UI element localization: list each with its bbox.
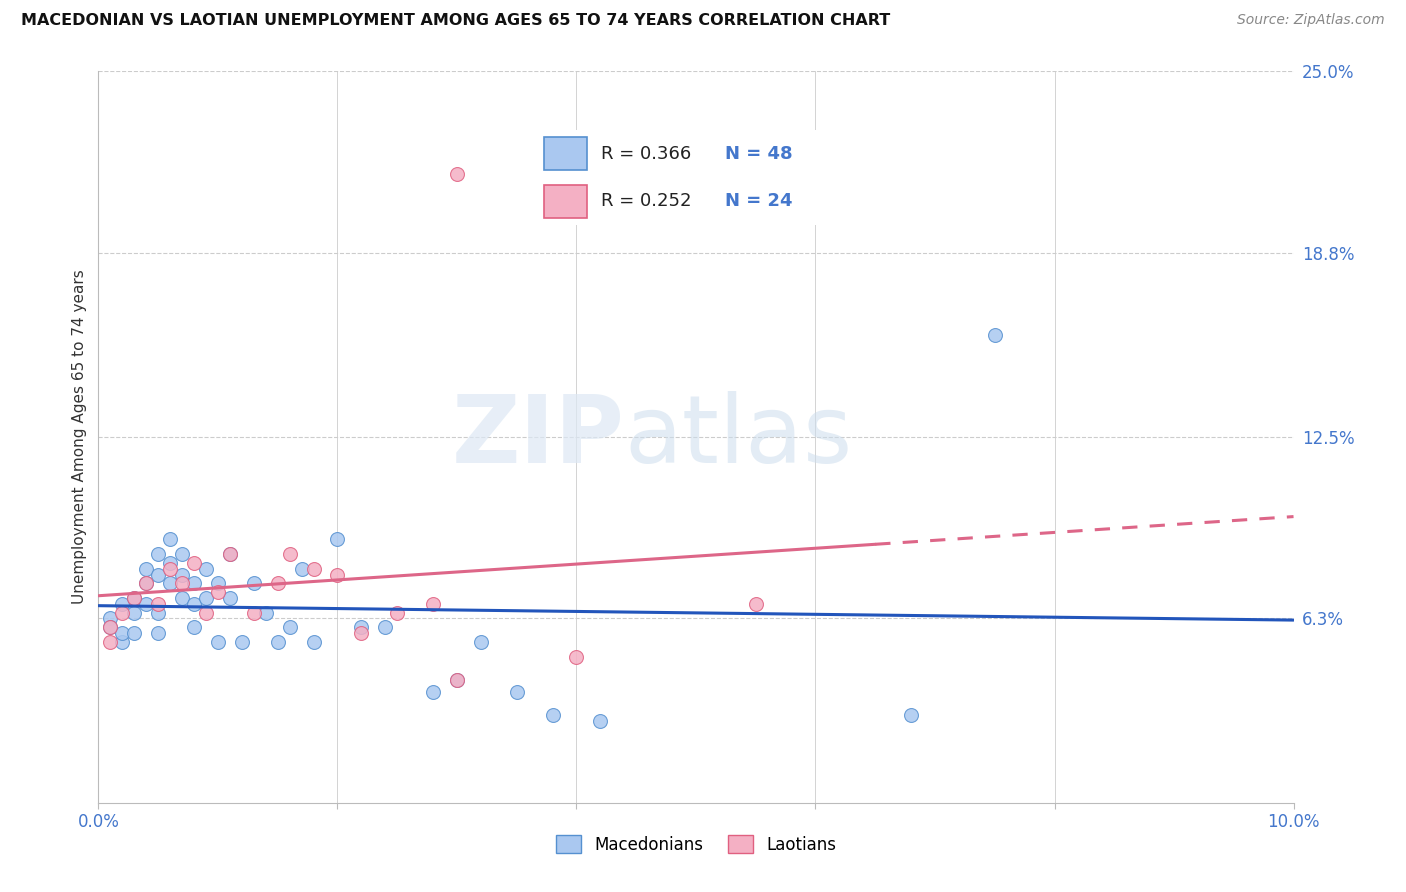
Point <box>278 620 301 634</box>
Point <box>278 547 301 561</box>
Point <box>243 576 266 591</box>
Point <box>159 556 181 570</box>
Point <box>326 533 349 547</box>
Point <box>148 567 170 582</box>
Point <box>243 606 266 620</box>
Legend: Macedonians, Laotians: Macedonians, Laotians <box>548 829 844 860</box>
Point <box>267 576 290 591</box>
Point <box>195 562 218 576</box>
Point <box>98 635 122 649</box>
Point <box>267 635 290 649</box>
Point <box>183 576 205 591</box>
Point <box>219 591 242 605</box>
Y-axis label: Unemployment Among Ages 65 to 74 years: Unemployment Among Ages 65 to 74 years <box>72 269 87 605</box>
Point <box>148 547 170 561</box>
Point <box>231 635 253 649</box>
Point <box>111 606 134 620</box>
Point <box>745 597 768 611</box>
Point <box>159 533 181 547</box>
Point <box>98 620 122 634</box>
Point <box>446 673 468 687</box>
Point <box>219 547 242 561</box>
Point <box>470 635 492 649</box>
Point <box>195 591 218 605</box>
Point <box>385 606 409 620</box>
Point <box>135 562 157 576</box>
Text: Source: ZipAtlas.com: Source: ZipAtlas.com <box>1237 13 1385 28</box>
Point <box>326 567 349 582</box>
Point <box>900 708 922 723</box>
Point <box>148 626 170 640</box>
Point <box>219 547 242 561</box>
Point <box>506 684 529 698</box>
Point <box>172 567 194 582</box>
Point <box>207 576 229 591</box>
Point <box>111 635 134 649</box>
Point <box>159 576 181 591</box>
Point <box>565 649 588 664</box>
Point <box>124 606 146 620</box>
Point <box>195 606 218 620</box>
Point <box>984 327 1007 342</box>
Point <box>172 576 194 591</box>
Point <box>350 626 373 640</box>
Point <box>172 547 194 561</box>
Text: ZIP: ZIP <box>451 391 624 483</box>
Point <box>350 620 373 634</box>
Point <box>541 708 564 723</box>
Point <box>207 585 229 599</box>
Point <box>98 620 122 634</box>
Text: MACEDONIAN VS LAOTIAN UNEMPLOYMENT AMONG AGES 65 TO 74 YEARS CORRELATION CHART: MACEDONIAN VS LAOTIAN UNEMPLOYMENT AMONG… <box>21 13 890 29</box>
Point <box>374 620 396 634</box>
Point <box>172 591 194 605</box>
Point <box>302 635 325 649</box>
Point <box>291 562 314 576</box>
Point <box>98 611 122 625</box>
Point <box>422 597 444 611</box>
Point <box>422 684 444 698</box>
Point <box>124 591 146 605</box>
Point <box>135 576 157 591</box>
Point <box>124 626 146 640</box>
Point <box>446 673 468 687</box>
Point <box>207 635 229 649</box>
Point <box>135 576 157 591</box>
Text: atlas: atlas <box>624 391 852 483</box>
Point <box>183 556 205 570</box>
Point <box>135 597 157 611</box>
Point <box>111 597 134 611</box>
Point <box>148 606 170 620</box>
Point <box>183 597 205 611</box>
Point <box>159 562 181 576</box>
Point <box>148 597 170 611</box>
Point <box>446 167 468 181</box>
Point <box>589 714 612 728</box>
Point <box>124 591 146 605</box>
Point <box>183 620 205 634</box>
Point <box>111 626 134 640</box>
Point <box>254 606 277 620</box>
Point <box>302 562 325 576</box>
